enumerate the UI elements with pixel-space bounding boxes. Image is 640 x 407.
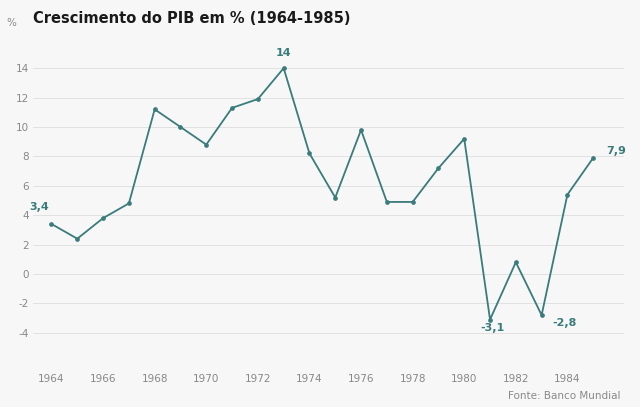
Text: 7,9: 7,9 bbox=[606, 147, 626, 156]
Text: %: % bbox=[7, 18, 17, 28]
Text: 14: 14 bbox=[276, 48, 291, 58]
Text: -3,1: -3,1 bbox=[481, 323, 505, 333]
Text: -2,8: -2,8 bbox=[552, 318, 576, 328]
Text: 3,4: 3,4 bbox=[29, 202, 49, 212]
Text: Crescimento do PIB em % (1964-1985): Crescimento do PIB em % (1964-1985) bbox=[33, 11, 351, 26]
Text: Fonte: Banco Mundial: Fonte: Banco Mundial bbox=[508, 391, 621, 401]
